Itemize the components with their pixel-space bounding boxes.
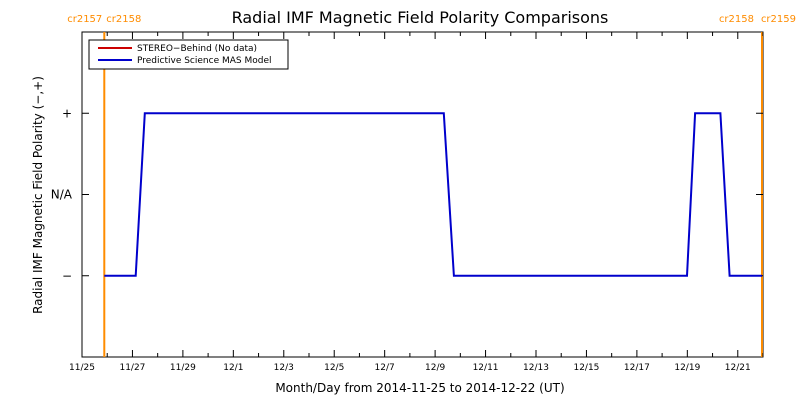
carrington-label-after: cr2159 — [761, 14, 796, 25]
carrington-label-before: cr2157 — [67, 14, 102, 25]
legend-label-mas-model: Predictive Science MAS Model — [137, 56, 272, 66]
x-axis-ticks: 11/25 11/27 11/29 12/1 12/3 12/5 12/7 12/9 12/11… — [69, 32, 764, 373]
x-tick-label: 12/15 — [573, 363, 599, 373]
legend: STEREO−Behind (No data) Predictive Scien… — [88, 39, 289, 70]
x-tick-label: 12/5 — [324, 363, 344, 373]
x-tick-label: 12/9 — [425, 363, 445, 373]
y-axis-label: Radial IMF Magnetic Field Polarity (−,+) — [31, 76, 45, 314]
x-tick-label: 11/29 — [170, 363, 196, 373]
x-tick-label: 12/7 — [375, 363, 395, 373]
y-tick-label: N/A — [51, 188, 73, 202]
legend-box — [88, 39, 289, 70]
legend-label-stereo-behind: STEREO−Behind (No data) — [137, 44, 257, 54]
carrington-label-after: cr2158 — [106, 14, 141, 25]
x-tick-label: 11/27 — [119, 363, 145, 373]
y-axis-ticks: + N/A − — [51, 106, 763, 283]
x-tick-label: 11/25 — [69, 363, 95, 373]
chart-title: Radial IMF Magnetic Field Polarity Compa… — [232, 8, 609, 27]
x-tick-label: 12/3 — [274, 363, 294, 373]
x-tick-label: 12/11 — [473, 363, 499, 373]
plot-frame — [81, 31, 764, 358]
x-tick-label: 12/17 — [624, 363, 650, 373]
carrington-label-before: cr2158 — [719, 14, 754, 25]
y-tick-label: − — [62, 269, 72, 283]
y-tick-label: + — [62, 106, 72, 120]
x-tick-label: 12/19 — [674, 363, 700, 373]
x-tick-label: 12/1 — [223, 363, 243, 373]
x-tick-label: 12/21 — [725, 363, 751, 373]
series-line-mas-model — [104, 112, 762, 277]
x-axis-label: Month/Day from 2014-11-25 to 2014-12-22 … — [275, 381, 564, 395]
x-tick-label: 12/13 — [523, 363, 549, 373]
series-lines — [104, 112, 762, 277]
